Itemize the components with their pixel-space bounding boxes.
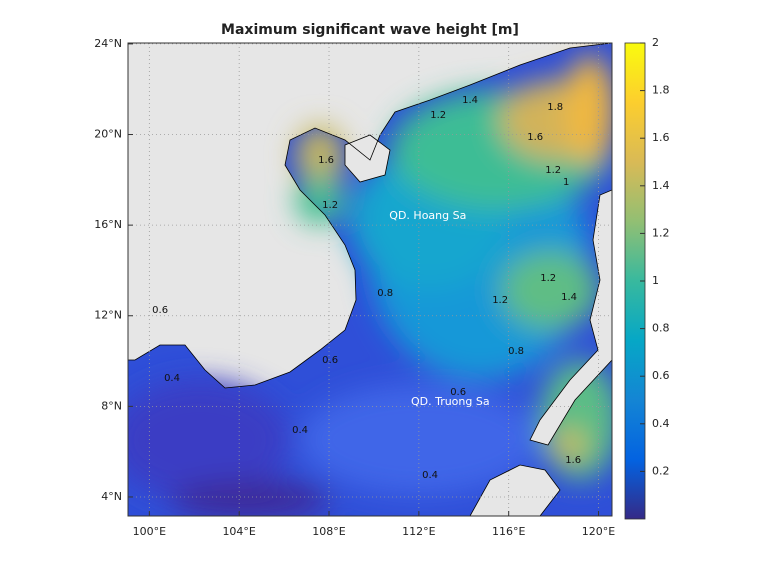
philippines	[529, 189, 612, 446]
colorbar-tick-label: 1	[652, 274, 659, 287]
contour-label: 1.4	[462, 95, 478, 106]
colorbar-tick-label: 0.2	[652, 464, 670, 477]
y-tick-label: 4°N	[101, 490, 122, 503]
y-tick-label: 20°N	[94, 128, 122, 141]
x-tick-label: 104°E	[222, 525, 255, 538]
annotation: QD. Truong Sa	[411, 395, 490, 408]
contour-label: 1.2	[492, 295, 508, 306]
x-tick-label: 100°E	[133, 525, 166, 538]
contour-label: 0.4	[422, 470, 438, 481]
contour-label: 1.4	[561, 292, 577, 303]
contour-label: 1.2	[322, 200, 338, 211]
contour-label: 0.6	[450, 387, 466, 398]
contour-label: 1.8	[547, 102, 563, 113]
grid	[128, 43, 612, 516]
y-tick-label: 16°N	[94, 218, 122, 231]
contour-label: 0.8	[508, 346, 524, 357]
colorbar-tick-label: 1.2	[652, 226, 670, 239]
contour-label: 0.6	[322, 355, 338, 366]
colorbar-tick-label: 1.8	[652, 84, 670, 97]
labels: 1.41.81.61.211.61.20.81.21.41.20.80.60.6…	[152, 95, 581, 481]
contour-label: 1	[563, 177, 569, 188]
colorbar-tick-label: 0.8	[652, 322, 670, 335]
colorbar-tick-label: 2	[652, 36, 659, 49]
coastline	[128, 43, 612, 389]
contour-label: 1.6	[527, 132, 543, 143]
colorbar-tick-label: 0.6	[652, 369, 670, 382]
contour-label: 0.4	[292, 425, 308, 436]
annotation: QD. Hoang Sa	[389, 209, 466, 222]
contour-label: 0.4	[164, 373, 180, 384]
x-tick-label: 116°E	[492, 525, 525, 538]
x-tick-label: 112°E	[402, 525, 435, 538]
contour-label: 1.2	[545, 165, 561, 176]
y-tick-label: 12°N	[94, 309, 122, 322]
contour-label: 1.2	[430, 110, 446, 121]
contour-label: 0.8	[377, 288, 393, 299]
chart-title: Maximum significant wave height [m]	[221, 22, 519, 38]
contour-label: 0.6	[152, 305, 168, 316]
x-tick-label: 108°E	[312, 525, 345, 538]
y-tick-label: 24°N	[94, 37, 122, 50]
map: 1.41.81.61.211.61.20.81.21.41.20.80.60.6…	[128, 43, 612, 516]
contour-label: 1.6	[565, 455, 581, 466]
colorbar-tick-label: 0.4	[652, 417, 670, 430]
contour-label: 1.2	[540, 273, 556, 284]
y-tick-label: 8°N	[101, 399, 122, 412]
x-tick-label: 120°E	[582, 525, 615, 538]
sea	[128, 43, 612, 516]
plot-frame	[127, 42, 613, 517]
colorbar-tick-label: 1.4	[652, 179, 670, 192]
borneo	[469, 464, 561, 516]
colorbar-tick-label: 1.6	[652, 131, 670, 144]
contour-label: 1.6	[318, 155, 334, 166]
